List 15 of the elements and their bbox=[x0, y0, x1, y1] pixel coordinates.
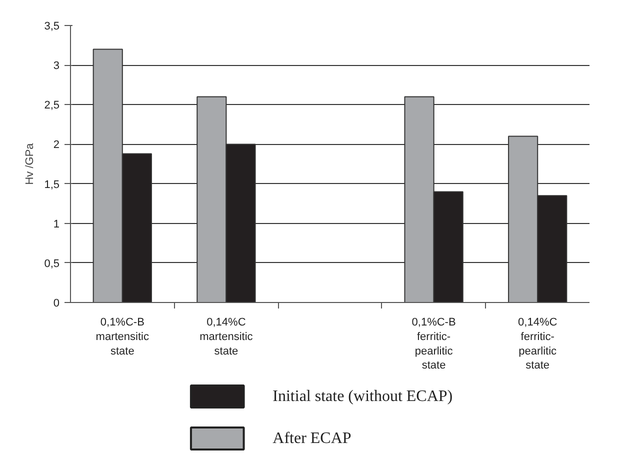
y-axis-title: Hv /GPa bbox=[24, 142, 36, 185]
legend-label: After ECAP bbox=[272, 430, 352, 447]
y-tick-label: 0,5 bbox=[44, 258, 60, 270]
x-tick-label: 0,1%C-B ferritic- pearlitic state bbox=[412, 316, 456, 372]
x-tick-label: 0,1%C-B martensitic state bbox=[96, 316, 150, 358]
legend-label: Initial state (without ECAP) bbox=[272, 388, 453, 405]
y-tick-label: 2 bbox=[53, 139, 60, 152]
y-tick-label: 3,5 bbox=[44, 20, 60, 32]
y-tick-label: 2,5 bbox=[44, 100, 60, 112]
x-tick-label: 0,14%C ferritic- pearlitic state bbox=[518, 316, 558, 372]
y-tick-label: 3 bbox=[53, 60, 60, 72]
y-tick-label: 1 bbox=[53, 218, 60, 230]
y-tick-label: 1,5 bbox=[44, 178, 60, 191]
y-tick-label: 0 bbox=[53, 298, 60, 310]
x-tick-label: 0,14%C martensitic state bbox=[200, 316, 254, 358]
